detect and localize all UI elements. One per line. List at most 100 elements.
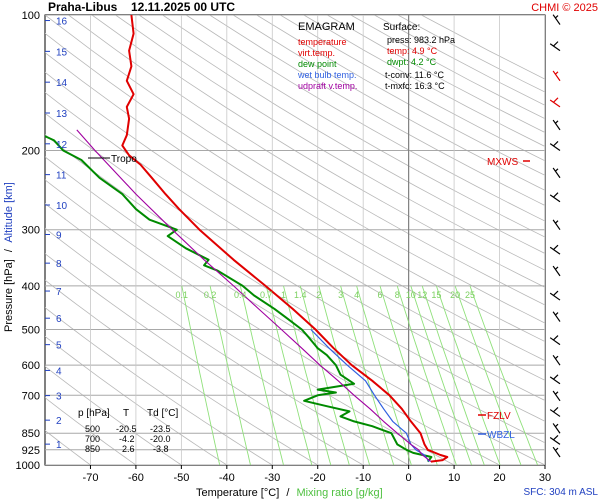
copyright: CHMI © 2025 [531,2,598,14]
wind-barb [552,354,561,366]
mixing-ratio-label: 4 [354,290,359,300]
mixing-ratio-label: 10 [406,290,416,300]
altitude-tick-label: 4 [56,366,62,377]
wind-barb [549,141,561,151]
legend-item-wet-bulb: wet bulb temp. [297,70,357,80]
wind-barb [549,335,561,346]
mixing-ratio-label: 2 [316,290,321,300]
temperature-tick-label: -30 [264,472,280,484]
surface-info: Surface: press: 983.2 hPa temp: 4.9 °C d… [383,22,455,91]
table-cell: -3.8 [153,444,169,454]
mixing-ratio-line [421,285,485,465]
altitude-tick-label: 15 [56,47,68,58]
temperature-tick-label: 20 [493,472,505,484]
surface-title: Surface: [383,22,420,33]
mixing-ratio-line [181,285,221,465]
wind-barb [552,390,561,402]
legend-item-updraft: udpraft v.temp. [298,81,357,91]
table-cell: 2.6 [122,444,135,454]
wind-barb [552,219,561,231]
table-cell: -23.5 [150,424,171,434]
temperature-tick-label: -20 [310,472,326,484]
level-table: p [hPa] T Td [°C] 500 -20.5 -23.5 700 -4… [78,408,178,454]
y-axis-sep: / [3,248,15,252]
sounding-datetime: 12.11.2025 00 UTC [131,0,235,14]
mixing-ratio-line [299,285,350,465]
table-cell: -20.0 [150,434,171,444]
table-cell: -4.2 [119,434,135,444]
x-axis-mixing: Mixing ratio [g/kg] [296,487,382,499]
mixing-ratio-label: 0.7 [260,290,273,300]
wind-barb [549,41,561,52]
fzlv-label: FZLV [487,411,511,422]
surface-altitude: SFC: 304 m ASL [524,487,599,498]
y-axis-altitude: Altitude [km] [3,182,15,243]
mixing-ratio-line [283,285,332,465]
legend-title: EMAGRAM [298,21,355,33]
mixing-ratio-label: 8 [395,290,400,300]
mixing-ratio-label: 6 [377,290,382,300]
wind-barb [552,423,561,434]
mixing-ratio-label: 12 [417,290,427,300]
mixing-ratio-line [340,285,395,465]
surface-tmxfc: t-mxfc: 16.3 °C [385,81,445,91]
mixing-ratio-line [209,285,251,465]
wetbulb-profile-line [310,329,430,462]
pressure-tick-label: 600 [22,360,40,372]
surface-temp: temp: 4.9 °C [387,46,438,56]
mixing-ratio-line [239,285,284,465]
y-axis-pressure: Pressure [hPa] [3,259,15,332]
temperature-tick-label: -40 [219,472,235,484]
mixing-ratio-label: 25 [465,290,475,300]
dry-adiabat [45,71,545,381]
wind-barb [552,14,561,25]
mixing-ratio-line [265,285,313,465]
mixing-ratio-line [396,285,457,465]
table-cell: 700 [85,434,100,444]
altitude-tick-label: 10 [56,201,68,212]
table-cell: 500 [85,424,100,434]
table-cell: 850 [85,444,100,454]
pressure-tick-label: 850 [22,428,40,440]
x-axis-label: Temperature [°C] / Mixing ratio [g/kg] [196,487,383,499]
pressure-tick-label: 700 [22,390,40,402]
temperature-tick-label: -10 [355,472,371,484]
wind-barb [549,407,561,417]
mixing-ratio-label: 0.4 [234,290,247,300]
mixing-ratio-label: 0.1 [176,290,189,300]
mixing-ratio-line [469,285,539,465]
mixing-ratio-line [318,285,371,465]
wind-barb [552,446,561,458]
temperature-tick-label: -50 [173,472,189,484]
surface-pressure: press: 983.2 hPa [387,35,455,45]
wind-barb [552,70,561,82]
pressure-tick-label: 400 [22,281,40,293]
altitude-tick-label: 1 [56,440,62,451]
mixing-ratio-line [454,285,522,465]
temperature-tick-label: -70 [83,472,99,484]
tropopause-label: Tropo [111,154,137,165]
temperature-tick-label: 0 [406,472,412,484]
altitude-tick-label: 3 [56,392,62,403]
table-header-td: Td [°C] [147,408,178,419]
temperature-tick-label: -60 [128,472,144,484]
dry-adiabat [115,15,545,271]
wind-barb [549,434,561,445]
wind-barb [552,311,561,322]
mixing-ratio-label: 20 [450,290,460,300]
legend-item-dew-point: dew point [298,59,337,69]
table-cell: -20.5 [116,424,137,434]
altitude-tick-label: 14 [56,78,68,89]
surface-tconv: t-conv: 11.6 °C [385,70,444,80]
mixing-ratio-label: 15 [431,290,441,300]
wind-barb [549,244,561,255]
dry-adiabat [162,15,545,238]
wbzl-label: WBZL [487,430,515,441]
mixing-ratio-label: 3 [338,290,343,300]
wind-barb [552,167,561,179]
mixing-ratio-label: 1 [281,290,286,300]
temperature-profile-line [121,15,449,463]
pressure-tick-label: 200 [22,146,40,158]
x-axis-temperature: Temperature [°C] [196,487,279,499]
altitude-tick-label: 12 [56,140,68,151]
